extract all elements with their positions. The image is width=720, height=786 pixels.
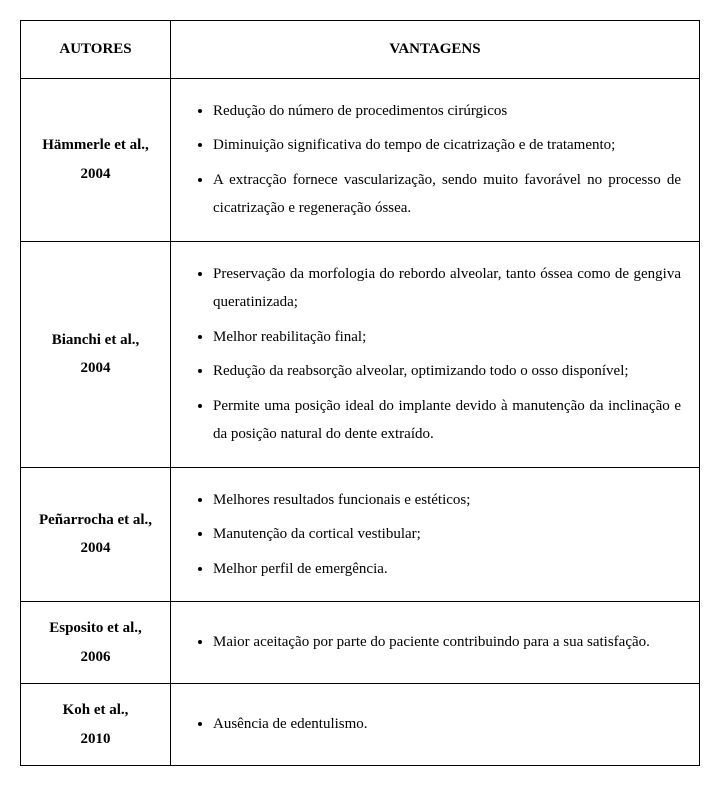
advantages-list: Ausência de edentulismo. [185, 710, 685, 739]
header-advantages: VANTAGENS [171, 21, 700, 79]
author-cell: Koh et al., 2010 [21, 684, 171, 766]
list-item: Manutenção da cortical vestibular; [213, 520, 685, 549]
table-row: Esposito et al., 2006 Maior aceitação po… [21, 602, 700, 684]
advantages-cell: Redução do número de procedimentos cirúr… [171, 78, 700, 241]
header-authors: AUTORES [21, 21, 171, 79]
advantages-list: Melhores resultados funcionais e estétic… [185, 486, 685, 584]
advantages-list: Preservação da morfologia do rebordo alv… [185, 260, 685, 449]
author-year: 2010 [35, 725, 156, 754]
list-item: Preservação da morfologia do rebordo alv… [213, 260, 685, 317]
table-row: Peñarrocha et al., 2004 Melhores resulta… [21, 467, 700, 602]
author-year: 2006 [35, 643, 156, 672]
list-item: Permite uma posição ideal do implante de… [213, 392, 685, 449]
advantages-list: Maior aceitação por parte do paciente co… [185, 628, 685, 657]
list-item: Redução da reabsorção alveolar, optimiza… [213, 357, 685, 386]
list-item: Ausência de edentulismo. [213, 710, 685, 739]
list-item: Melhor perfil de emergência. [213, 555, 685, 584]
author-cell: Bianchi et al., 2004 [21, 241, 171, 467]
advantages-cell: Preservação da morfologia do rebordo alv… [171, 241, 700, 467]
table-header-row: AUTORES VANTAGENS [21, 21, 700, 79]
advantages-cell: Maior aceitação por parte do paciente co… [171, 602, 700, 684]
list-item: A extracção fornece vascularização, send… [213, 166, 685, 223]
author-year: 2004 [35, 354, 156, 383]
author-year: 2004 [35, 160, 156, 189]
author-name: Peñarrocha et al., [39, 512, 152, 528]
list-item: Redução do número de procedimentos cirúr… [213, 97, 685, 126]
author-name: Bianchi et al., [52, 332, 140, 348]
table-row: Bianchi et al., 2004 Preservação da morf… [21, 241, 700, 467]
advantages-cell: Ausência de edentulismo. [171, 684, 700, 766]
author-name: Hämmerle et al., [42, 137, 149, 153]
advantages-list: Redução do número de procedimentos cirúr… [185, 97, 685, 223]
author-cell: Esposito et al., 2006 [21, 602, 171, 684]
author-year: 2004 [35, 534, 156, 563]
advantages-cell: Melhores resultados funcionais e estétic… [171, 467, 700, 602]
list-item: Maior aceitação por parte do paciente co… [213, 628, 685, 657]
author-name: Esposito et al., [49, 620, 142, 636]
table-row: Koh et al., 2010 Ausência de edentulismo… [21, 684, 700, 766]
advantages-table: AUTORES VANTAGENS Hämmerle et al., 2004 … [20, 20, 700, 766]
author-cell: Hämmerle et al., 2004 [21, 78, 171, 241]
author-name: Koh et al., [63, 702, 129, 718]
list-item: Melhores resultados funcionais e estétic… [213, 486, 685, 515]
table-row: Hämmerle et al., 2004 Redução do número … [21, 78, 700, 241]
author-cell: Peñarrocha et al., 2004 [21, 467, 171, 602]
list-item: Melhor reabilitação final; [213, 323, 685, 352]
list-item: Diminuição significativa do tempo de cic… [213, 131, 685, 160]
